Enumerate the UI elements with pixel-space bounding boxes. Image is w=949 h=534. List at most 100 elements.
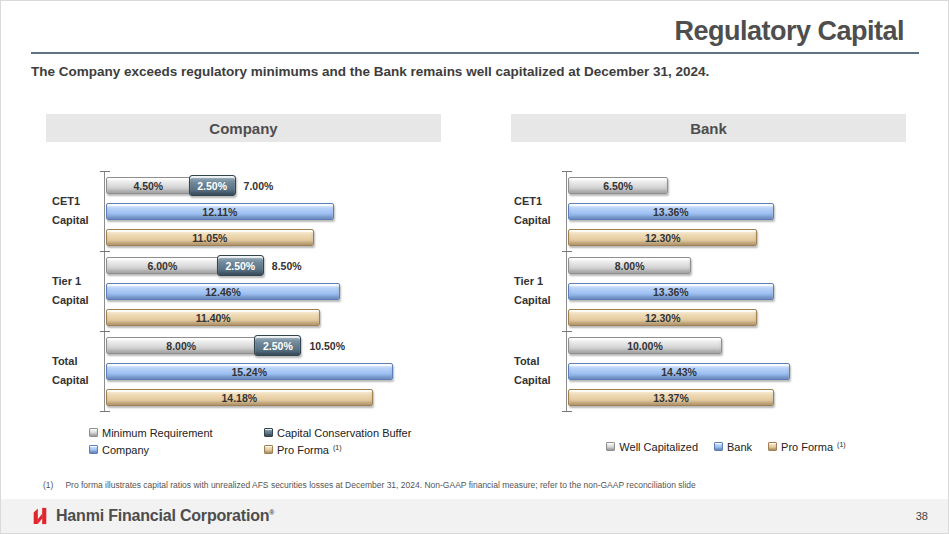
slide-subtitle: The Company exceeds regulatory minimums … bbox=[31, 64, 709, 79]
stack-total-label: 7.00% bbox=[244, 180, 274, 192]
axis-tick bbox=[100, 171, 110, 172]
category-group: 6.50% 13.36% 12.30% bbox=[567, 171, 944, 251]
bar-value-label: 8.00% bbox=[615, 260, 645, 272]
bar-value-label: 13.36% bbox=[653, 286, 689, 298]
legend-label: Pro Forma bbox=[781, 441, 833, 453]
footnote: (1) Pro forma illustrates capital ratios… bbox=[43, 480, 918, 490]
trademark-symbol: ® bbox=[269, 509, 274, 516]
footnote-text: Pro forma illustrates capital ratios wit… bbox=[65, 480, 695, 490]
bar-value-label: 11.40% bbox=[196, 312, 231, 324]
legend-marker-slate bbox=[264, 428, 273, 437]
axis-tick bbox=[562, 171, 572, 172]
bar-row: 8.00% bbox=[567, 257, 944, 274]
well-capitalized-bar: 10.00% bbox=[568, 337, 722, 354]
bank-capital-chart: CET1CapitalTier 1CapitalTotalCapital 6.5… bbox=[508, 166, 944, 418]
bar-value-label: 12.30% bbox=[645, 312, 681, 324]
minimum-requirement-bar: 6.00% bbox=[106, 257, 219, 274]
category-label: TotalCapital bbox=[52, 331, 102, 411]
bar-row: 13.36% bbox=[567, 203, 944, 220]
legend-item: Bank bbox=[714, 441, 752, 453]
category-group: 8.00% 13.36% 12.30% bbox=[567, 251, 944, 331]
bar-value-label: 14.43% bbox=[661, 366, 697, 378]
legend-item: Pro Forma(1) bbox=[264, 444, 411, 456]
panel-header-company: Company bbox=[46, 114, 441, 142]
bar-row: 14.18% bbox=[105, 389, 482, 406]
stack-total-label: 10.50% bbox=[309, 340, 345, 352]
category-label: CET1Capital bbox=[514, 171, 564, 251]
legend-marker-tan bbox=[768, 442, 777, 451]
legend-label: Company bbox=[102, 444, 149, 456]
legend-marker-blue bbox=[714, 442, 723, 451]
page-title: Regulatory Capital bbox=[674, 16, 904, 47]
pro-forma-bar: 11.05% bbox=[106, 229, 314, 246]
bar-row: 13.36% bbox=[567, 283, 944, 300]
bar-row: 14.43% bbox=[567, 363, 944, 380]
bar-value-label: 14.18% bbox=[221, 392, 257, 404]
category-axis: CET1CapitalTier 1CapitalTotalCapital bbox=[52, 171, 102, 411]
brand-lockup: Hanmi Financial Corporation® bbox=[31, 507, 274, 525]
well-capitalized-bar: 8.00% bbox=[568, 257, 691, 274]
bank-bar: 14.43% bbox=[568, 363, 790, 380]
legend-label: Well Capitalized bbox=[619, 441, 698, 453]
bar-row: 12.30% bbox=[567, 229, 944, 246]
bar-value-label: 8.00% bbox=[166, 340, 196, 352]
bar-row: 6.00% 2.50% 8.50% bbox=[105, 257, 482, 274]
well-capitalized-bar: 6.50% bbox=[568, 177, 668, 194]
axis-tick bbox=[100, 251, 110, 252]
legend-marker-gray bbox=[606, 442, 615, 451]
bar-row: 12.30% bbox=[567, 309, 944, 326]
category-group: 4.50% 2.50% 7.00% 12.11% 11.05% bbox=[105, 171, 482, 251]
legend-label: Minimum Requirement bbox=[102, 427, 213, 439]
company-capital-chart: CET1CapitalTier 1CapitalTotalCapital 4.5… bbox=[46, 166, 482, 418]
footer-bar: Hanmi Financial Corporation® 38 bbox=[1, 499, 948, 533]
category-label: TotalCapital bbox=[514, 331, 564, 411]
bar-value-label: 4.50% bbox=[133, 180, 163, 192]
company-bar: 15.24% bbox=[106, 363, 393, 380]
bar-value-label: 13.36% bbox=[653, 206, 689, 218]
bar-value-label: 13.37% bbox=[653, 392, 689, 404]
axis-tick bbox=[100, 331, 110, 332]
bar-value-label: 2.50% bbox=[225, 260, 255, 272]
legend-item: Pro Forma (1) bbox=[768, 441, 846, 453]
plot-area: 6.50% 13.36% 12.30% 8.00% 13.36% 12.30% 10.00%… bbox=[566, 171, 944, 411]
bar-row: 11.40% bbox=[105, 309, 482, 326]
legend-item: Company bbox=[89, 444, 264, 456]
company-chart-legend: Minimum Requirement Capital Conservation … bbox=[89, 427, 411, 456]
title-divider bbox=[31, 52, 919, 54]
brand-name: Hanmi Financial Corporation® bbox=[56, 507, 274, 525]
legend-marker-tan bbox=[264, 445, 273, 454]
pro-forma-bar: 12.30% bbox=[568, 229, 757, 246]
pro-forma-bar: 11.40% bbox=[106, 309, 320, 326]
bar-row: 10.00% bbox=[567, 337, 944, 354]
bar-value-label: 2.50% bbox=[197, 180, 227, 192]
category-label: CET1Capital bbox=[52, 171, 102, 251]
axis-tick bbox=[562, 251, 572, 252]
stack-total-label: 8.50% bbox=[272, 260, 302, 272]
pro-forma-bar: 14.18% bbox=[106, 389, 373, 406]
axis-tick bbox=[100, 411, 110, 412]
bar-row: 11.05% bbox=[105, 229, 482, 246]
footnote-marker: (1) bbox=[43, 480, 53, 490]
bank-bar: 13.36% bbox=[568, 283, 774, 300]
axis-tick bbox=[562, 411, 572, 412]
bar-row: 12.46% bbox=[105, 283, 482, 300]
legend-item: Minimum Requirement bbox=[89, 427, 264, 439]
capital-conservation-buffer-bar: 2.50% bbox=[254, 335, 301, 356]
bar-value-label: 12.46% bbox=[205, 286, 241, 298]
capital-conservation-buffer-bar: 2.50% bbox=[217, 255, 264, 276]
pro-forma-bar: 13.37% bbox=[568, 389, 774, 406]
bar-value-label: 6.00% bbox=[148, 260, 178, 272]
bar-value-label: 11.05% bbox=[192, 232, 227, 244]
category-group: 6.00% 2.50% 8.50% 12.46% 11.40% bbox=[105, 251, 482, 331]
minimum-requirement-bar: 4.50% bbox=[106, 177, 191, 194]
legend-label: Bank bbox=[727, 441, 752, 453]
bar-value-label: 6.50% bbox=[603, 180, 633, 192]
bar-value-label: 10.00% bbox=[627, 340, 663, 352]
company-bar: 12.11% bbox=[106, 203, 334, 220]
pro-forma-bar: 12.30% bbox=[568, 309, 757, 326]
category-group: 8.00% 2.50% 10.50% 15.24% 14.18% bbox=[105, 331, 482, 411]
legend-item: Capital Conservation Buffer bbox=[264, 427, 411, 439]
bar-row: 13.37% bbox=[567, 389, 944, 406]
legend-footnote-ref: (1) bbox=[837, 441, 846, 448]
company-bar: 12.46% bbox=[106, 283, 340, 300]
